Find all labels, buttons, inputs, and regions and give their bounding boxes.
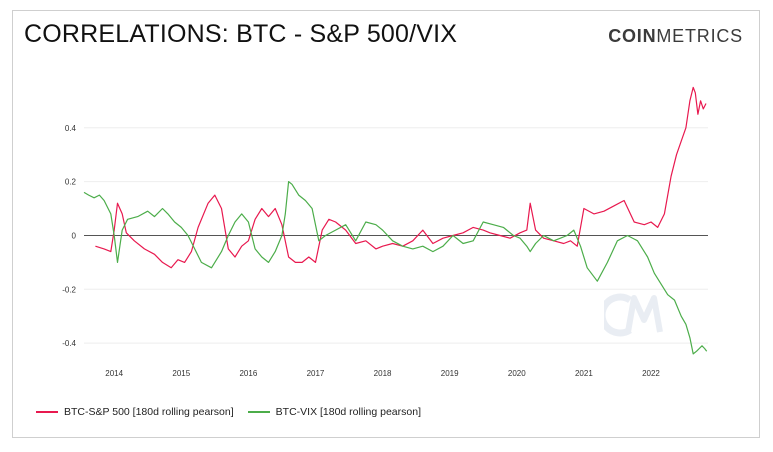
x-tick-label: 2014 xyxy=(105,369,123,378)
brand-logo: COINMETRICS xyxy=(608,26,743,47)
chart-title: CORRELATIONS: BTC - S&P 500/VIX xyxy=(24,20,458,48)
legend-item-spx[interactable]: BTC-S&P 500 [180d rolling pearson] xyxy=(36,406,234,418)
x-tick-label: 2021 xyxy=(575,369,593,378)
y-tick-label: -0.2 xyxy=(62,285,76,294)
series-line-spx xyxy=(95,86,707,269)
legend-item-vix[interactable]: BTC-VIX [180d rolling pearson] xyxy=(247,406,421,418)
x-tick-label: 2022 xyxy=(642,369,660,378)
x-tick-label: 2020 xyxy=(508,369,526,378)
y-tick-label: 0.2 xyxy=(65,178,77,187)
chart-frame xyxy=(12,10,760,438)
y-tick-label: 0 xyxy=(72,231,77,240)
legend-swatch-spx xyxy=(36,411,58,413)
series-line-vix xyxy=(83,181,708,355)
brand-logo-light: METRICS xyxy=(656,26,743,46)
legend-label-vix: BTC-VIX [180d rolling pearson] xyxy=(275,406,421,418)
x-tick-label: 2017 xyxy=(307,369,325,378)
x-tick-label: 2015 xyxy=(172,369,190,378)
x-tick-label: 2019 xyxy=(441,369,459,378)
y-tick-label: -0.4 xyxy=(62,339,76,348)
y-tick-label: 0.4 xyxy=(65,124,77,133)
x-tick-label: 2016 xyxy=(239,369,257,378)
brand-logo-bold: COIN xyxy=(608,26,657,46)
coinmetrics-watermark-icon xyxy=(604,293,663,337)
chart-legend: BTC-S&P 500 [180d rolling pearson] BTC-V… xyxy=(36,406,435,418)
legend-label-spx: BTC-S&P 500 [180d rolling pearson] xyxy=(64,406,234,418)
legend-swatch-vix xyxy=(247,411,270,413)
x-tick-label: 2018 xyxy=(374,369,392,378)
